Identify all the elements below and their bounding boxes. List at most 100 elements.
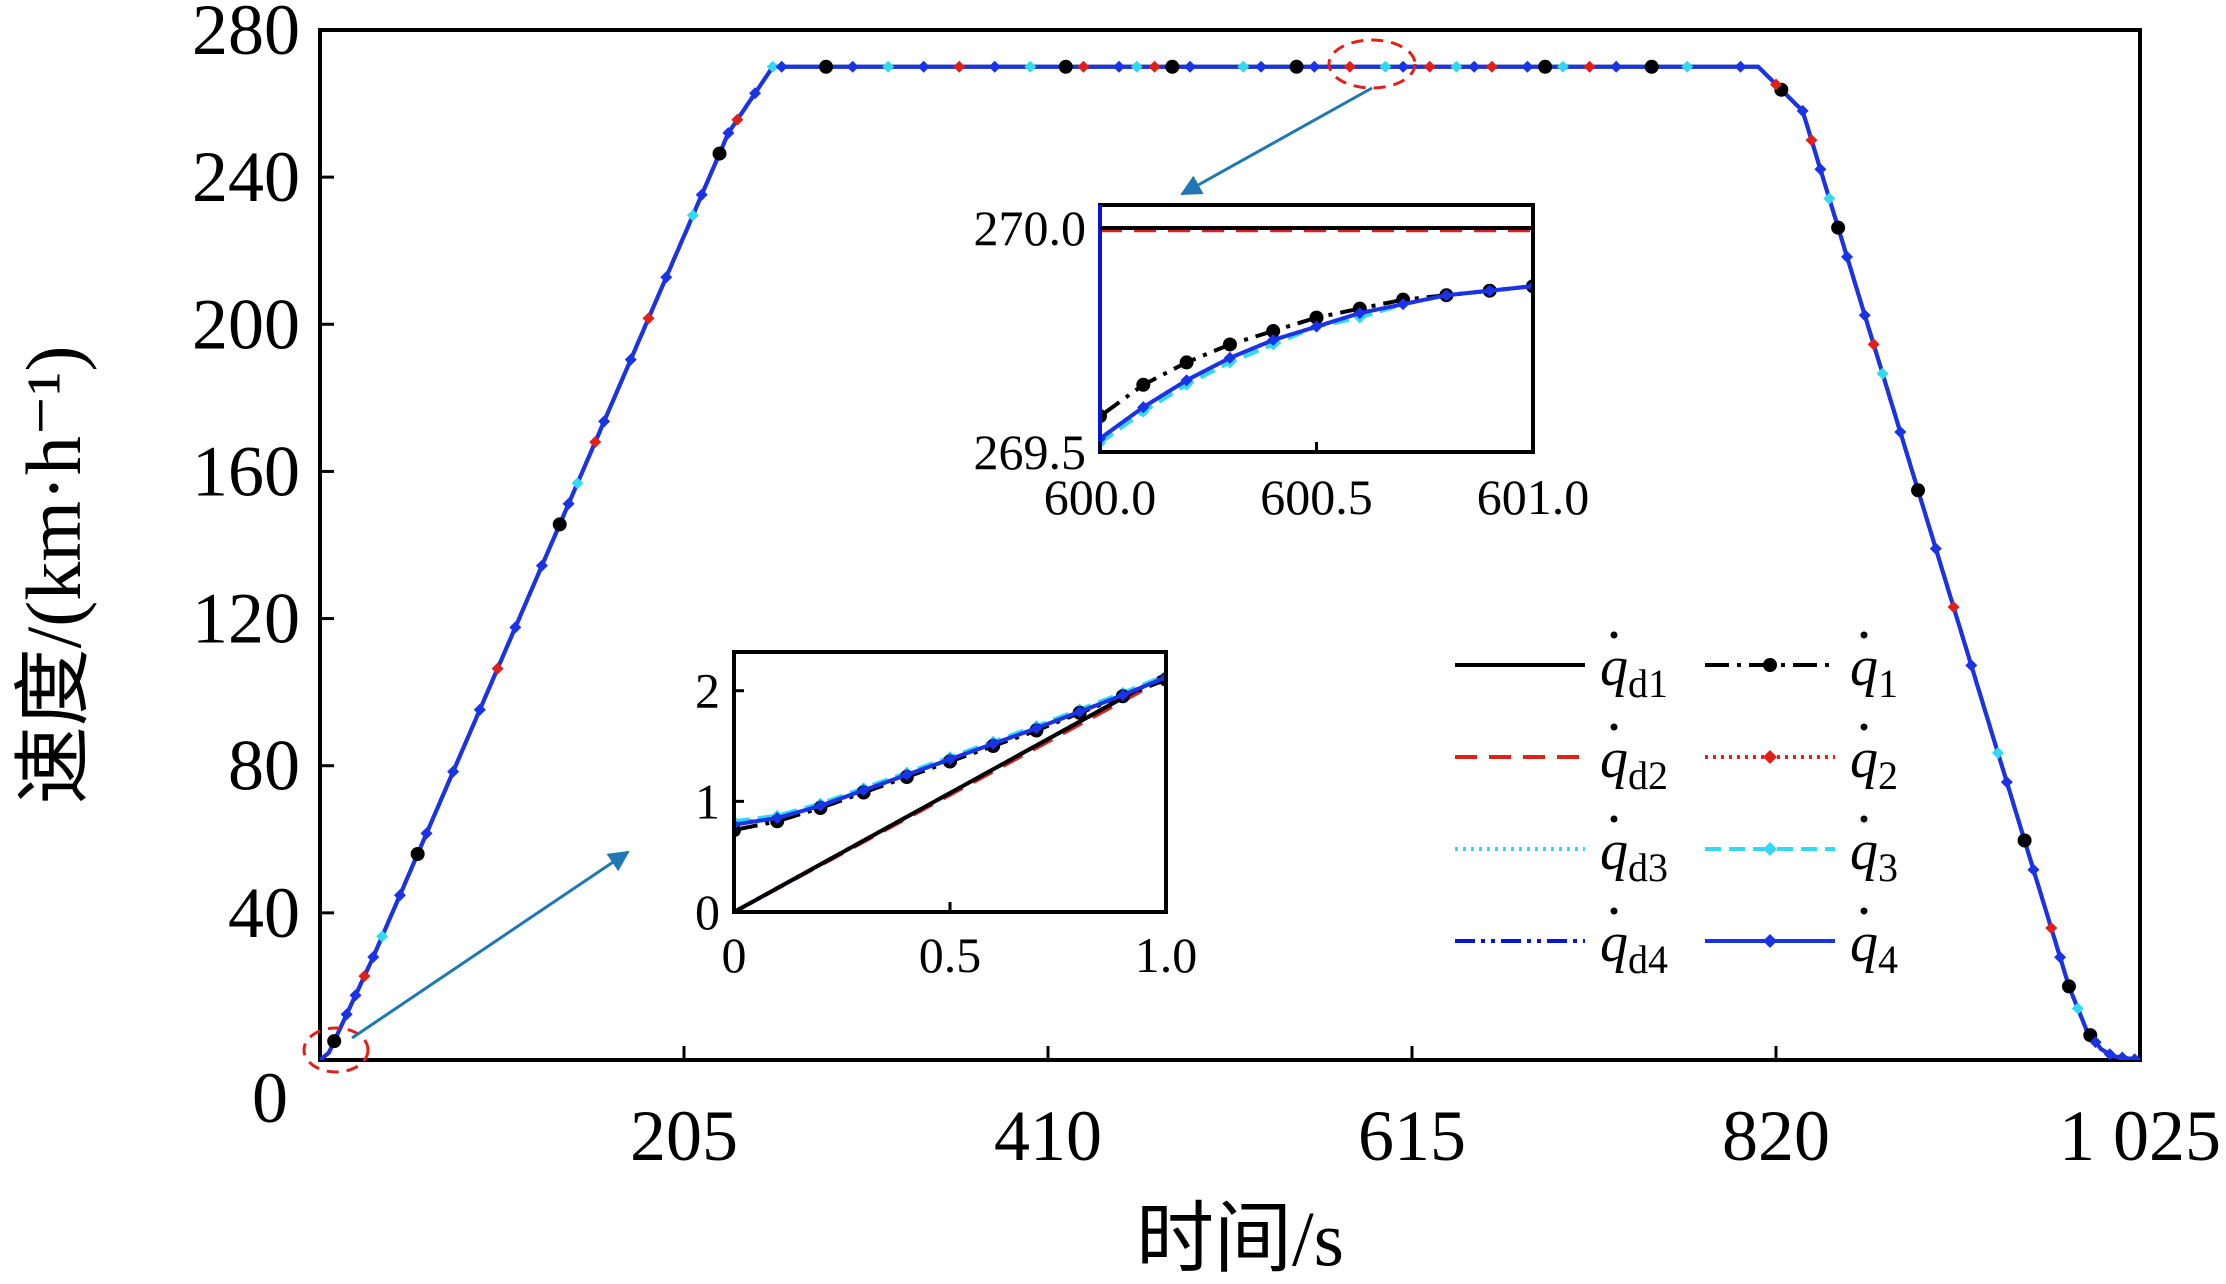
inset-y-tick-label: 0: [695, 884, 720, 940]
legend: qd1 q1 qd2 q2 qd3 q3 qd4 q4: [1455, 631, 1898, 982]
legend-dot-qd2: [1610, 723, 1618, 731]
marker-q4: [1521, 60, 1534, 73]
marker-q4: [1858, 309, 1871, 322]
marker-q3: [2071, 1002, 2084, 1015]
marker-q1: [2017, 833, 2032, 848]
marker-q3: [1823, 192, 1836, 205]
marker-q4: [367, 951, 380, 963]
marker-q1: [1179, 355, 1194, 370]
arrow-to-top-inset: [1180, 86, 1373, 196]
x-tick-label: 205: [630, 1096, 738, 1176]
legend-dot-q2: [1860, 723, 1868, 731]
legend-marker-q3: [1763, 842, 1777, 856]
inset-bottom-x-axis: 0 0.5 1.0: [722, 902, 1198, 983]
marker-q1: [712, 146, 727, 161]
x-tick-label: 615: [1358, 1096, 1466, 1176]
marker-q4: [1255, 60, 1268, 73]
marker-q4: [1223, 351, 1236, 364]
marker-q2: [1947, 601, 1960, 614]
marker-q4: [624, 353, 637, 366]
marker-q4: [846, 60, 859, 73]
inset-top-x-axis: 600.0 600.5 601.0: [1044, 442, 1589, 525]
y-tick-label: 240: [192, 137, 300, 217]
annotations: [302, 38, 1417, 1074]
marker-q1: [1538, 59, 1553, 74]
legend-marker-q4: [1763, 934, 1777, 948]
marker-q4: [1180, 374, 1193, 387]
marker-q4: [2027, 863, 2040, 876]
marker-q2: [1583, 60, 1596, 73]
x-axis-title: 时间/s: [1136, 1195, 1344, 1282]
marker-q3: [1024, 60, 1037, 73]
inset-bottom-chart: 0 0.5 1.0 0 1 2: [695, 650, 1198, 983]
marker-q4: [988, 60, 1001, 73]
marker-q4: [775, 60, 788, 73]
highlight-ellipse-start: [302, 1026, 370, 1074]
y-tick-label: 160: [192, 431, 300, 511]
x-tick-label: 0: [252, 1058, 288, 1138]
legend-entry-q1: q1: [1705, 631, 1898, 706]
legend-dot-q1: [1860, 631, 1868, 639]
y-tick-label: 80: [228, 726, 300, 806]
marker-q1: [1165, 59, 1180, 74]
y-tick-label: 280: [192, 0, 300, 70]
inset-series-qd1: [734, 672, 1166, 912]
marker-q1: [1911, 483, 1926, 498]
marker-q4: [1965, 659, 1978, 672]
marker-q4: [1734, 60, 1747, 73]
marker-q2: [1805, 134, 1818, 147]
inset-top-y-axis: 269.5 270.0: [974, 200, 1110, 480]
legend-entry-q2: q2: [1705, 723, 1898, 798]
marker-q4: [1929, 542, 1942, 555]
legend-label-q3: q3: [1850, 820, 1898, 890]
y-tick-label: 120: [192, 579, 300, 659]
marker-q3: [882, 60, 895, 73]
marker-q4: [1030, 722, 1043, 735]
main-plot-frame: [318, 28, 2142, 1062]
inset-x-tick-label: 1.0: [1135, 927, 1198, 983]
marker-q2: [1485, 60, 1498, 73]
marker-q4: [1184, 60, 1197, 73]
marker-q1: [327, 1034, 342, 1049]
legend-entry-qd2: qd2: [1455, 723, 1668, 798]
inset-x-tick-label: 600.0: [1044, 469, 1157, 525]
marker-q1: [2061, 979, 2076, 994]
marker-q4: [1353, 307, 1366, 320]
main-series: [320, 59, 2140, 1060]
legend-label-qd2: qd2: [1600, 728, 1668, 798]
legend-dot-qd4: [1610, 907, 1618, 915]
legend-dot-q4: [1860, 907, 1868, 915]
marker-q4: [749, 87, 762, 100]
marker-q3: [1991, 746, 2004, 759]
main-x-axis: 0 205 410 615 820 1 025: [252, 1046, 2221, 1176]
marker-q3: [686, 209, 699, 222]
marker-q2: [1423, 60, 1436, 73]
legend-entry-qd3: qd3: [1455, 815, 1668, 890]
marker-q3: [766, 60, 779, 73]
marker-q3: [1876, 367, 1889, 380]
marker-q3: [1681, 60, 1694, 73]
marker-q4: [1796, 104, 1809, 117]
marker-q3: [1450, 60, 1463, 73]
x-tick-label: 1 025: [2059, 1096, 2221, 1176]
marker-q1: [1058, 59, 1073, 74]
legend-label-qd3: qd3: [1600, 820, 1668, 890]
marker-q1: [1136, 377, 1151, 392]
marker-q4: [509, 621, 522, 634]
marker-q4: [1440, 289, 1453, 302]
inset-x-tick-label: 0: [722, 927, 747, 983]
marker-q4: [695, 188, 708, 201]
marker-q1: [552, 517, 567, 532]
legend-label-qd1: qd1: [1600, 636, 1668, 706]
marker-q1: [1644, 59, 1659, 74]
marker-q2: [1077, 60, 1090, 73]
marker-q2: [642, 312, 655, 325]
marker-q3: [1237, 60, 1250, 73]
inset-x-tick-label: 600.5: [1260, 469, 1373, 525]
marker-q4: [1308, 60, 1321, 73]
marker-q4: [2103, 1048, 2116, 1060]
marker-q4: [2116, 1051, 2129, 1060]
marker-q1: [410, 847, 425, 861]
